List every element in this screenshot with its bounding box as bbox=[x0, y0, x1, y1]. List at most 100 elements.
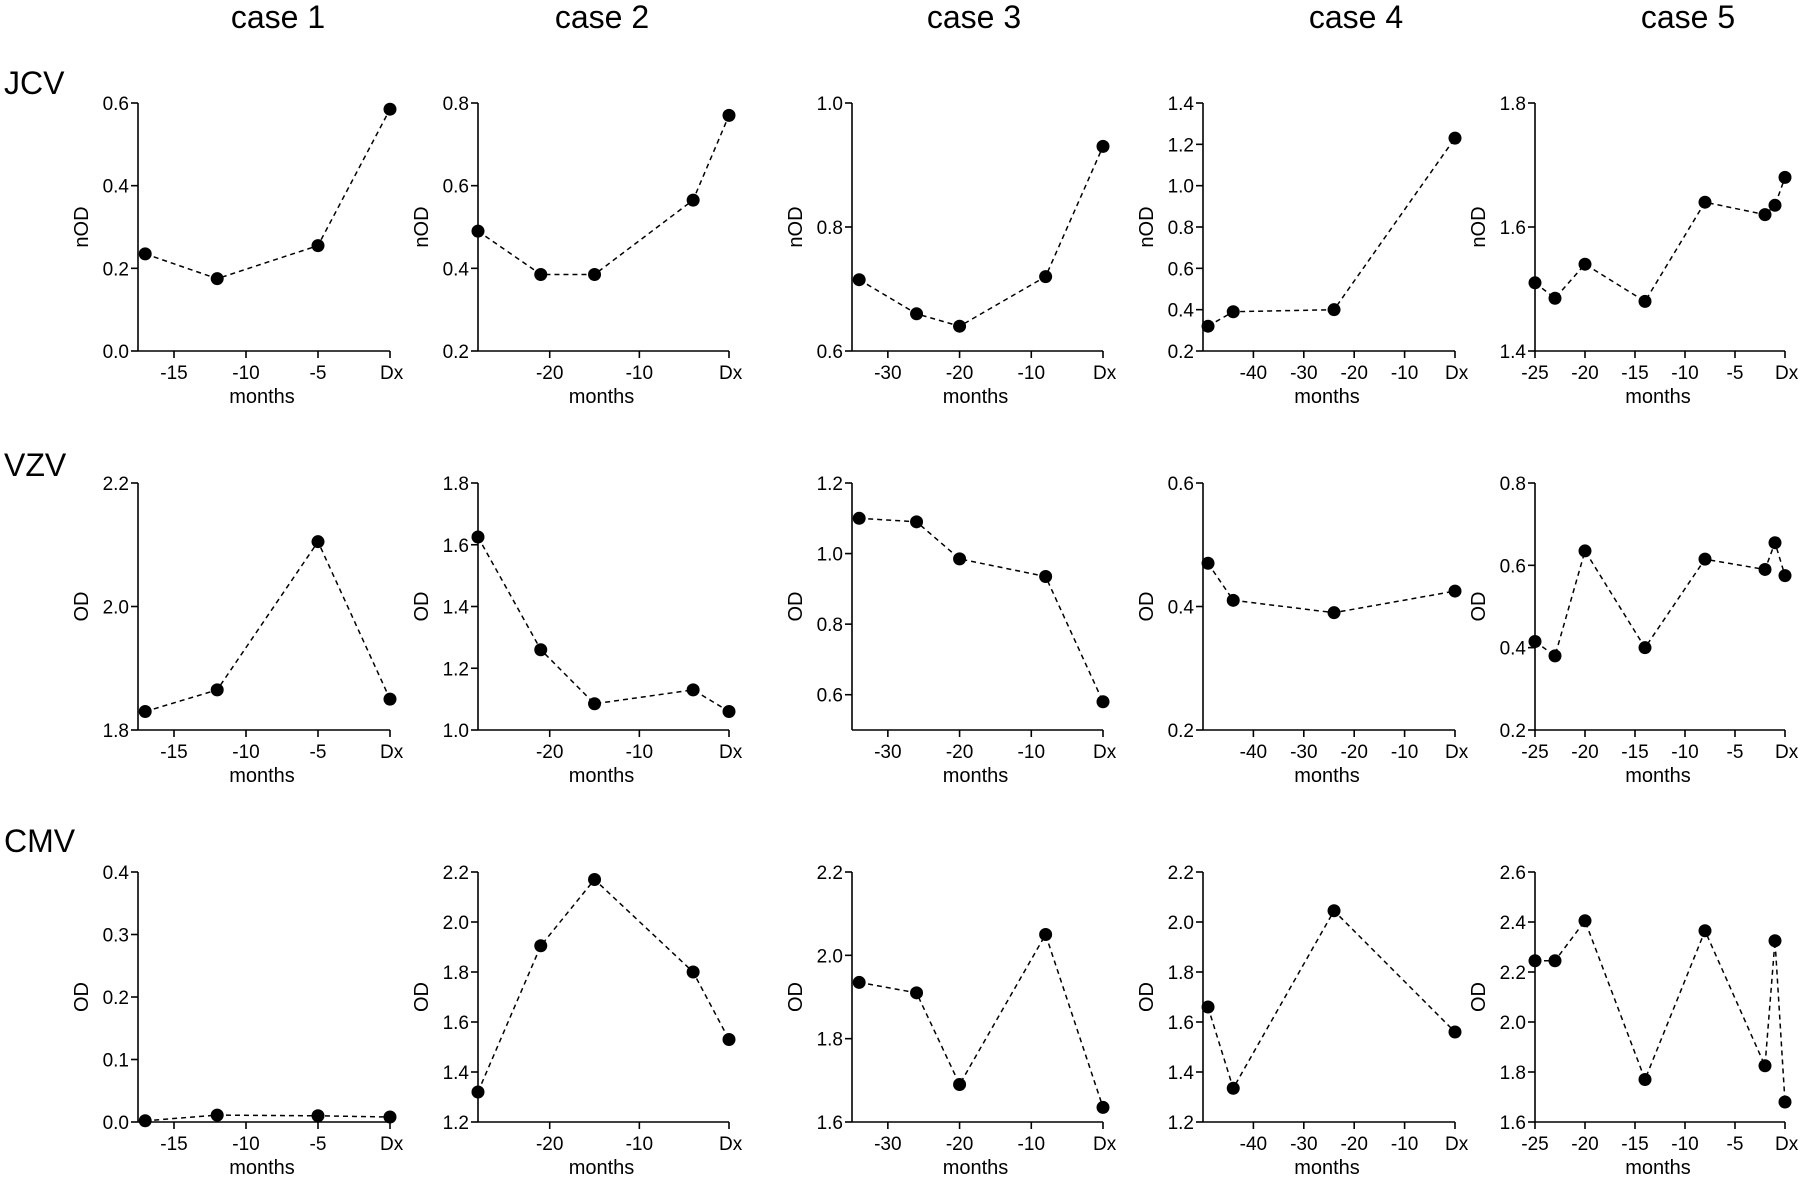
y-tick-label: 1.8 bbox=[1168, 963, 1194, 984]
x-tick-label: -40 bbox=[1240, 363, 1267, 384]
x-tick-label: -10 bbox=[1391, 1134, 1418, 1155]
panel-r3-c3: 1.6 1.8 2.0 2.2 -30 -20 -10 Dx months OD bbox=[785, 863, 1117, 1179]
x-tick-label: -20 bbox=[1571, 1134, 1598, 1155]
series-line bbox=[1207, 137, 1456, 327]
x-tick-label: -10 bbox=[232, 742, 259, 763]
x-tick-label: -15 bbox=[160, 742, 187, 763]
x-tick-label: Dx bbox=[719, 363, 743, 384]
data-point bbox=[1327, 303, 1341, 317]
x-tick-label: -10 bbox=[232, 1134, 259, 1155]
data-point bbox=[1327, 606, 1341, 620]
data-point bbox=[953, 319, 967, 333]
x-axis-label: months bbox=[1625, 386, 1691, 408]
x-tick-label: Dx bbox=[380, 363, 404, 384]
data-point bbox=[1768, 198, 1782, 212]
data-point bbox=[311, 535, 325, 549]
x-tick-label: -20 bbox=[1571, 363, 1598, 384]
data-point bbox=[1039, 270, 1053, 284]
y-tick-label: 1.8 bbox=[1500, 1063, 1526, 1084]
y-tick-label: 2.6 bbox=[1500, 863, 1526, 884]
data-point bbox=[852, 273, 866, 287]
series-line bbox=[144, 108, 391, 280]
x-tick-label: -15 bbox=[160, 1134, 187, 1155]
y-tick-label: 0.8 bbox=[817, 218, 843, 239]
data-point bbox=[383, 692, 397, 706]
x-tick-label: Dx bbox=[1775, 1134, 1799, 1155]
y-tick-label: 2.0 bbox=[817, 946, 843, 967]
x-axis-label: months bbox=[1294, 1157, 1360, 1179]
x-axis-label: months bbox=[229, 765, 295, 787]
data-point bbox=[722, 1033, 736, 1046]
x-tick-label: -25 bbox=[1521, 363, 1548, 384]
x-tick-label: Dx bbox=[1775, 363, 1799, 384]
series-line bbox=[1535, 919, 1786, 1103]
panel-r2-c2: 1.0 1.2 1.4 1.6 1.8 -20 -10 Dx months OD bbox=[411, 474, 743, 787]
panel-r2-c5: 0.2 0.4 0.6 0.8 -25 -20 -15 -10 -5 Dx months OD bbox=[1468, 474, 1799, 787]
data-point bbox=[1201, 1000, 1215, 1014]
data-point bbox=[1448, 584, 1462, 598]
series-line bbox=[1534, 177, 1786, 303]
y-tick-label: 0.3 bbox=[103, 926, 129, 947]
x-axis-label: months bbox=[1625, 1157, 1691, 1179]
data-point bbox=[1096, 1100, 1110, 1114]
x-tick-label: -15 bbox=[1621, 1134, 1648, 1155]
data-point bbox=[686, 965, 700, 979]
y-tick-label: 0.4 bbox=[443, 259, 470, 280]
y-tick-label: 1.6 bbox=[443, 1013, 469, 1034]
x-tick-label: -15 bbox=[160, 363, 187, 384]
y-tick-label: 0.2 bbox=[443, 342, 469, 363]
x-tick-label: -10 bbox=[1391, 742, 1418, 763]
data-point bbox=[1448, 1025, 1462, 1039]
case-title-4: case 4 bbox=[1309, 0, 1403, 35]
data-point bbox=[1226, 1081, 1240, 1095]
y-axis-label: OD bbox=[1136, 592, 1158, 622]
data-point bbox=[1226, 593, 1240, 607]
y-tick-label: 1.2 bbox=[817, 474, 843, 495]
y-tick-label: 1.6 bbox=[1500, 1113, 1526, 1134]
data-point bbox=[1528, 634, 1542, 648]
panel-r1-c3: 0.6 0.8 1.0 -30 -20 -10 Dx months nOD bbox=[785, 94, 1117, 408]
x-tick-label: -20 bbox=[536, 1134, 563, 1155]
y-axis-label: nOD bbox=[411, 206, 433, 247]
series-line bbox=[1207, 909, 1456, 1091]
panel-r2-c4: 0.2 0.4 0.6 -40 -30 -20 -10 Dx months OD bbox=[1136, 474, 1469, 787]
y-tick-label: 1.4 bbox=[1500, 342, 1527, 363]
x-tick-label: -5 bbox=[310, 742, 327, 763]
case-title-1: case 1 bbox=[231, 0, 325, 35]
data-point bbox=[910, 515, 924, 529]
x-tick-label: -5 bbox=[310, 1134, 327, 1155]
panel-r3-c4: 1.2 1.4 1.6 1.8 2.0 2.2 -40 -30 -20 -10 Dx months OD bbox=[1136, 863, 1469, 1179]
x-axis-label: months bbox=[1294, 386, 1360, 408]
data-point bbox=[1548, 291, 1562, 305]
y-tick-label: 0.4 bbox=[103, 177, 130, 198]
y-tick-label: 0.8 bbox=[443, 94, 469, 115]
panel-r2-c3: 0.6 0.8 1.0 1.2 -30 -20 -10 Dx months OD bbox=[785, 474, 1117, 787]
x-axis-label: months bbox=[569, 1157, 635, 1179]
panel-r3-c2: 1.2 1.4 1.6 1.8 2.0 2.2 -20 -10 Dx months OD bbox=[411, 863, 743, 1179]
data-point bbox=[1698, 195, 1712, 209]
y-tick-label: 0.2 bbox=[1500, 721, 1526, 742]
data-point bbox=[138, 704, 152, 718]
y-tick-label: 0.6 bbox=[1500, 556, 1526, 577]
virus-label-cmv: CMV bbox=[4, 823, 76, 859]
x-tick-label: -10 bbox=[1018, 363, 1045, 384]
x-tick-label: -20 bbox=[1340, 363, 1367, 384]
y-tick-label: 1.4 bbox=[1168, 94, 1195, 115]
y-axis-label: nOD bbox=[71, 206, 93, 247]
x-tick-label: -10 bbox=[626, 1134, 653, 1155]
x-tick-label: -10 bbox=[626, 363, 653, 384]
data-point bbox=[1758, 562, 1772, 576]
data-point bbox=[1448, 131, 1462, 145]
x-tick-label: -15 bbox=[1621, 742, 1648, 763]
data-point bbox=[1528, 276, 1542, 290]
x-tick-label: Dx bbox=[719, 742, 743, 763]
y-tick-label: 0.4 bbox=[103, 863, 130, 884]
y-axis-label: OD bbox=[785, 592, 807, 622]
data-point bbox=[1548, 649, 1562, 663]
y-tick-label: 1.0 bbox=[817, 545, 843, 566]
y-tick-label: 1.8 bbox=[103, 721, 129, 742]
y-tick-label: 1.2 bbox=[1168, 1113, 1194, 1134]
x-tick-label: -20 bbox=[946, 1134, 973, 1155]
x-tick-label: -5 bbox=[1727, 742, 1744, 763]
x-tick-label: Dx bbox=[380, 1134, 404, 1155]
